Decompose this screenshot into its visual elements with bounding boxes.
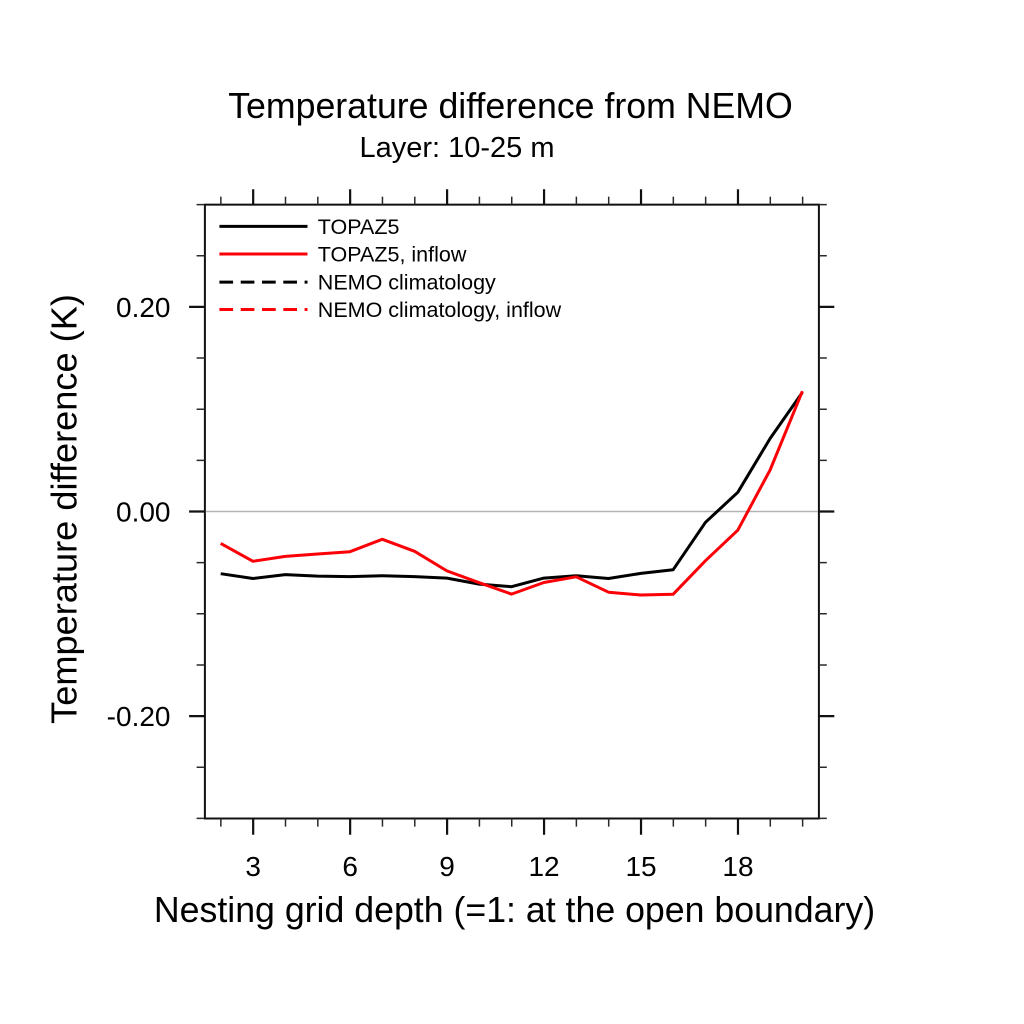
svg-text:Layer: 10-25 m: Layer: 10-25 m — [359, 132, 554, 164]
svg-text:Temperature difference from NE: Temperature difference from NEMO — [228, 86, 793, 126]
svg-text:0.20: 0.20 — [116, 292, 171, 323]
svg-text:12: 12 — [528, 851, 559, 882]
svg-text:3: 3 — [245, 851, 261, 882]
svg-text:6: 6 — [342, 851, 358, 882]
svg-text:9: 9 — [439, 851, 455, 882]
svg-text:15: 15 — [625, 851, 656, 882]
svg-text:NEMO climatology, inflow: NEMO climatology, inflow — [318, 298, 562, 322]
svg-text:18: 18 — [722, 851, 753, 882]
svg-text:Nesting grid depth (=1: at the: Nesting grid depth (=1: at the open boun… — [154, 890, 875, 930]
svg-text:Temperature difference (K): Temperature difference (K) — [44, 294, 85, 724]
svg-text:NEMO climatology: NEMO climatology — [318, 271, 496, 295]
svg-text:-0.20: -0.20 — [107, 701, 171, 732]
svg-text:TOPAZ5: TOPAZ5 — [318, 215, 400, 239]
svg-text:0.00: 0.00 — [116, 497, 171, 528]
svg-text:TOPAZ5, inflow: TOPAZ5, inflow — [318, 242, 467, 266]
